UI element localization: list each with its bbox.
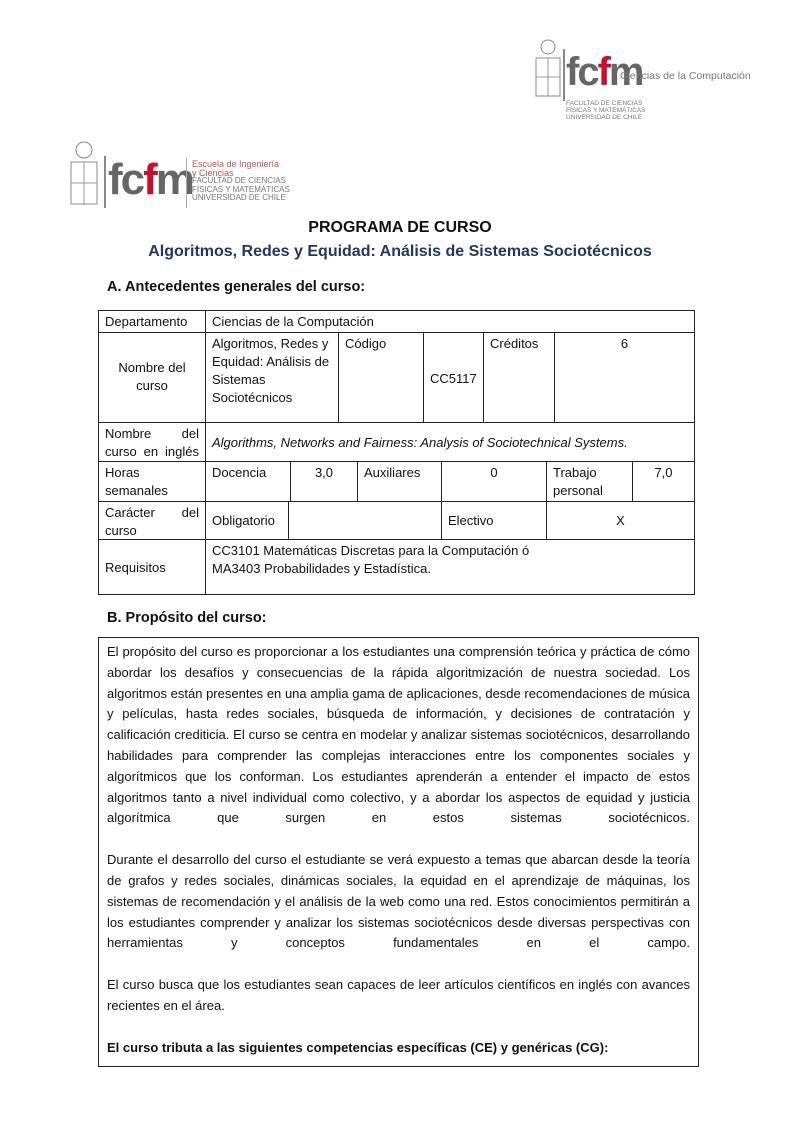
obligatorio-value	[288, 501, 442, 540]
course-subtitle: Algoritmos, Redes y Equidad: Análisis de…	[148, 243, 652, 260]
ingles-value: Algorithms, Networks and Fairness: Analy…	[205, 422, 695, 462]
purpose-paragraph: Durante el desarrollo del curso el estud…	[107, 852, 690, 951]
departamento-value: Ciencias de la Computación	[205, 310, 695, 333]
logo-line: UNIVERSIDAD DE CHILE	[566, 114, 643, 121]
university-crest-icon	[533, 38, 563, 98]
codigo-value: CC5117	[423, 332, 484, 423]
purpose-paragraph: El propósito del curso es proporcionar a…	[107, 644, 690, 826]
trabajo-value: 7,0	[632, 461, 695, 502]
logo-divider	[104, 156, 106, 208]
electivo-label: Electivo	[441, 501, 547, 540]
obligatorio-label: Obligatorio	[205, 501, 289, 540]
requisitos-value: CC3101 Matemáticas Discretas para la Com…	[205, 539, 695, 595]
electivo-value: X	[546, 501, 695, 540]
logo-line: Escuela de Ingeniería	[192, 159, 280, 169]
logo-line: FÍSICAS Y MATEMÁTICAS	[192, 184, 290, 194]
dept-logo-text: Ciencias de la Computación	[620, 70, 751, 82]
fcfm-logo: fcfm	[566, 50, 644, 94]
logo-line: UNIVERSIDAD DE CHILE	[192, 193, 286, 202]
creditos-value: 6	[554, 332, 695, 423]
codigo-label: Código	[338, 332, 424, 423]
purpose-paragraph: El curso busca que los estudiantes sean …	[107, 977, 690, 1013]
logo-line: y Ciencias	[192, 167, 234, 178]
logo-divider	[186, 158, 187, 208]
requisitos-label: Requisitos	[98, 539, 206, 595]
creditos-label: Créditos	[483, 332, 555, 423]
caracter-label: Carácter del curso	[98, 501, 206, 540]
logo-line: FÍSICAS Y MATEMÁTICAS	[566, 107, 646, 114]
competencias-heading: El curso tributa a las siguientes compet…	[107, 1039, 609, 1055]
purpose-box: El propósito del curso es proporcionar a…	[98, 637, 699, 1067]
horas-label: Horas semanales	[98, 461, 206, 502]
section-a-heading: A. Antecedentes generales del curso:	[107, 279, 366, 295]
departamento-label: Departamento	[98, 310, 206, 333]
section-b-heading: B. Propósito del curso:	[107, 610, 267, 626]
auxiliares-label: Auxiliares	[357, 461, 442, 502]
nombre-value: Algoritmos, Redes y Equidad: Análisis de…	[205, 332, 339, 423]
auxiliares-value: 0	[441, 461, 547, 502]
faculty-logo-lines: FACULTAD DE CIENCIAS FÍSICAS Y MATEMÁTIC…	[566, 100, 645, 121]
logo-line: FACULTAD DE CIENCIAS	[192, 176, 286, 185]
ingles-label: Nombre del curso en inglés	[98, 422, 206, 462]
logo-line: FACULTAD DE CIENCIAS	[566, 100, 643, 107]
trabajo-label: Trabajo personal	[546, 461, 633, 502]
university-crest-icon	[68, 140, 100, 206]
school-logo-lines: Escuela de Ingeniería y Ciencias FACULTA…	[192, 160, 290, 203]
docencia-value: 3,0	[290, 461, 358, 502]
nombre-label: Nombre del curso	[98, 332, 206, 423]
docencia-label: Docencia	[205, 461, 291, 502]
fcfm-logo: fcfm	[108, 155, 195, 204]
document-title: PROGRAMA DE CURSO	[308, 219, 492, 236]
logo-divider	[563, 49, 565, 101]
